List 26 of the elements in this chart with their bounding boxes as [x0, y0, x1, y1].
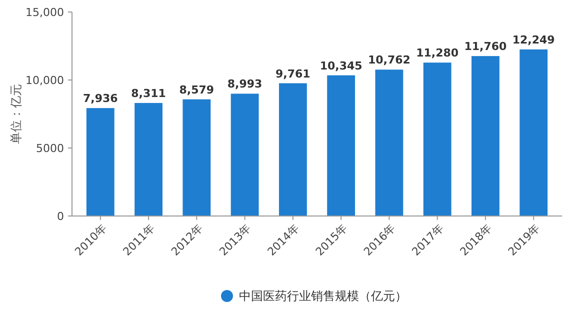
y-tick-label: 0 [57, 210, 64, 223]
y-tick-label: 15,000 [26, 6, 64, 19]
legend-label: 中国医药行业销售规模（亿元） [239, 289, 407, 304]
data-label: 11,280 [416, 46, 459, 60]
y-axis-title: 单位：亿元 [9, 84, 23, 144]
bar [327, 75, 356, 216]
data-label: 11,760 [464, 40, 508, 54]
bar [278, 83, 307, 216]
bar [423, 62, 452, 216]
data-label: 9,761 [276, 67, 310, 80]
bar [375, 70, 404, 216]
data-label: 8,579 [179, 83, 214, 96]
data-label: 7,936 [83, 92, 118, 106]
bar [86, 108, 114, 216]
data-label: 8,993 [227, 78, 262, 91]
y-tick-label: 10,000 [26, 74, 64, 87]
y-tick-label: 5000 [36, 142, 64, 155]
bar [520, 49, 548, 216]
bar [472, 56, 500, 216]
data-label: 12,249 [512, 33, 555, 46]
data-label: 10,762 [368, 54, 410, 67]
data-label: 8,311 [131, 86, 166, 100]
data-label: 10,345 [320, 59, 362, 72]
bar [230, 94, 259, 216]
bar [182, 99, 211, 216]
bar [134, 102, 162, 216]
